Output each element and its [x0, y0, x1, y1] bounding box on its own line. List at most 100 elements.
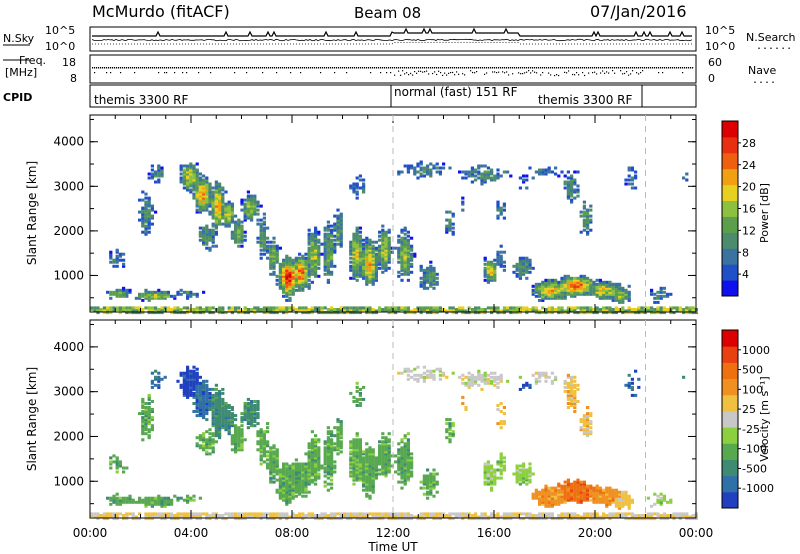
- heatmap-cell: [627, 306, 631, 310]
- heatmap-cell: [154, 498, 158, 502]
- heatmap-cell: [314, 258, 318, 262]
- heatmap-cell: [515, 272, 519, 276]
- heatmap-cell: [406, 230, 410, 234]
- nave-point: [450, 72, 452, 74]
- heatmap-cell: [435, 276, 439, 280]
- heatmap-cell: [109, 296, 113, 300]
- heatmap-cell: [234, 234, 238, 238]
- freq-point: [582, 67, 584, 69]
- freq-point: [262, 67, 264, 69]
- heatmap-cell: [538, 288, 542, 292]
- heatmap-cell: [192, 494, 196, 498]
- heatmap-cell: [403, 228, 407, 232]
- heatmap-cell: [125, 292, 129, 296]
- heatmap-cell: [115, 290, 119, 294]
- heatmap-cell: [419, 308, 423, 311]
- heatmap-cell: [170, 502, 174, 506]
- heatmap-cell: [192, 514, 196, 517]
- heatmap-cell: [285, 484, 289, 488]
- heatmap-cell: [602, 286, 606, 290]
- heatmap-cell: [314, 306, 318, 310]
- heatmap-cell: [381, 308, 385, 311]
- heatmap-cell: [608, 294, 612, 298]
- heatmap-cell: [582, 212, 586, 216]
- heatmap-cell: [237, 515, 241, 519]
- heatmap-cell: [653, 311, 657, 315]
- heatmap-cell: [230, 220, 234, 224]
- freq-point: [182, 67, 184, 69]
- heatmap-cell: [400, 460, 404, 464]
- heatmap-cell: [317, 246, 321, 250]
- heatmap-cell: [515, 306, 519, 310]
- heatmap-cell: [598, 280, 602, 284]
- heatmap-cell: [336, 444, 340, 448]
- heatmap-cell: [205, 418, 209, 422]
- heatmap-cell: [374, 260, 378, 264]
- heatmap-cell: [323, 248, 327, 252]
- heatmap-cell: [150, 371, 154, 375]
- heatmap-cell: [246, 212, 250, 216]
- heatmap-cell: [208, 196, 212, 200]
- nave-point: [624, 72, 626, 75]
- heatmap-cell: [486, 170, 490, 174]
- heatmap-cell: [362, 276, 366, 280]
- heatmap-cell: [355, 460, 359, 464]
- heatmap-cell: [650, 306, 654, 310]
- heatmap-cell: [195, 202, 199, 206]
- freq-point: [288, 67, 290, 69]
- freq-point: [556, 67, 558, 69]
- heatmap-cell: [586, 311, 590, 315]
- heatmap-cell: [195, 514, 199, 517]
- heatmap-cell: [432, 308, 436, 311]
- heatmap-cell: [371, 254, 375, 258]
- heatmap-cell: [589, 282, 593, 286]
- heatmap-cell: [650, 309, 654, 313]
- heatmap-cell: [243, 212, 247, 216]
- heatmap-cell: [352, 246, 356, 250]
- heatmap-cell: [394, 460, 398, 464]
- heatmap-cell: [182, 389, 186, 393]
- freq-point: [580, 67, 582, 69]
- heatmap-cell: [221, 397, 225, 401]
- heatmap-cell: [208, 228, 212, 232]
- heatmap-cell: [269, 480, 273, 484]
- heatmap-cell: [243, 416, 247, 420]
- heatmap-cell: [195, 444, 199, 448]
- heatmap-cell: [336, 232, 340, 236]
- nave-point: [528, 70, 530, 72]
- heatmap-cell: [218, 514, 222, 517]
- heatmap-cell: [218, 430, 222, 434]
- heatmap-cell: [208, 428, 212, 432]
- heatmap-cell: [208, 200, 212, 204]
- heatmap-cell: [310, 472, 314, 476]
- station-title: McMurdo (fitACF): [92, 2, 230, 21]
- heatmap-cell: [349, 474, 353, 478]
- beam-title: Beam 08: [354, 4, 421, 22]
- heatmap-cell: [195, 387, 199, 391]
- heatmap-cell: [150, 512, 154, 516]
- heatmap-cell: [160, 174, 164, 178]
- heatmap-cell: [618, 292, 622, 296]
- heatmap-cell: [211, 232, 215, 236]
- heatmap-cell: [387, 446, 391, 450]
- heatmap-cell: [282, 294, 286, 298]
- heatmap-cell: [602, 290, 606, 294]
- heatmap-cell: [310, 236, 314, 240]
- heatmap-cell: [214, 190, 218, 194]
- heatmap-cell: [198, 232, 202, 236]
- heatmap-cell: [566, 286, 570, 290]
- heatmap-cell: [138, 512, 142, 516]
- nave-point: [416, 72, 418, 74]
- heatmap-cell: [202, 188, 206, 192]
- heatmap-cell: [355, 404, 359, 407]
- heatmap-cell: [294, 308, 298, 311]
- heatmap-cell: [294, 284, 298, 288]
- heatmap-cell: [320, 252, 324, 256]
- heatmap-cell: [294, 311, 298, 315]
- heatmap-cell: [595, 286, 599, 290]
- heatmap-cell: [291, 490, 295, 494]
- freq-point: [400, 67, 402, 69]
- heatmap-cell: [381, 248, 385, 252]
- heatmap-cell: [221, 186, 225, 190]
- heatmap-cell: [333, 222, 337, 226]
